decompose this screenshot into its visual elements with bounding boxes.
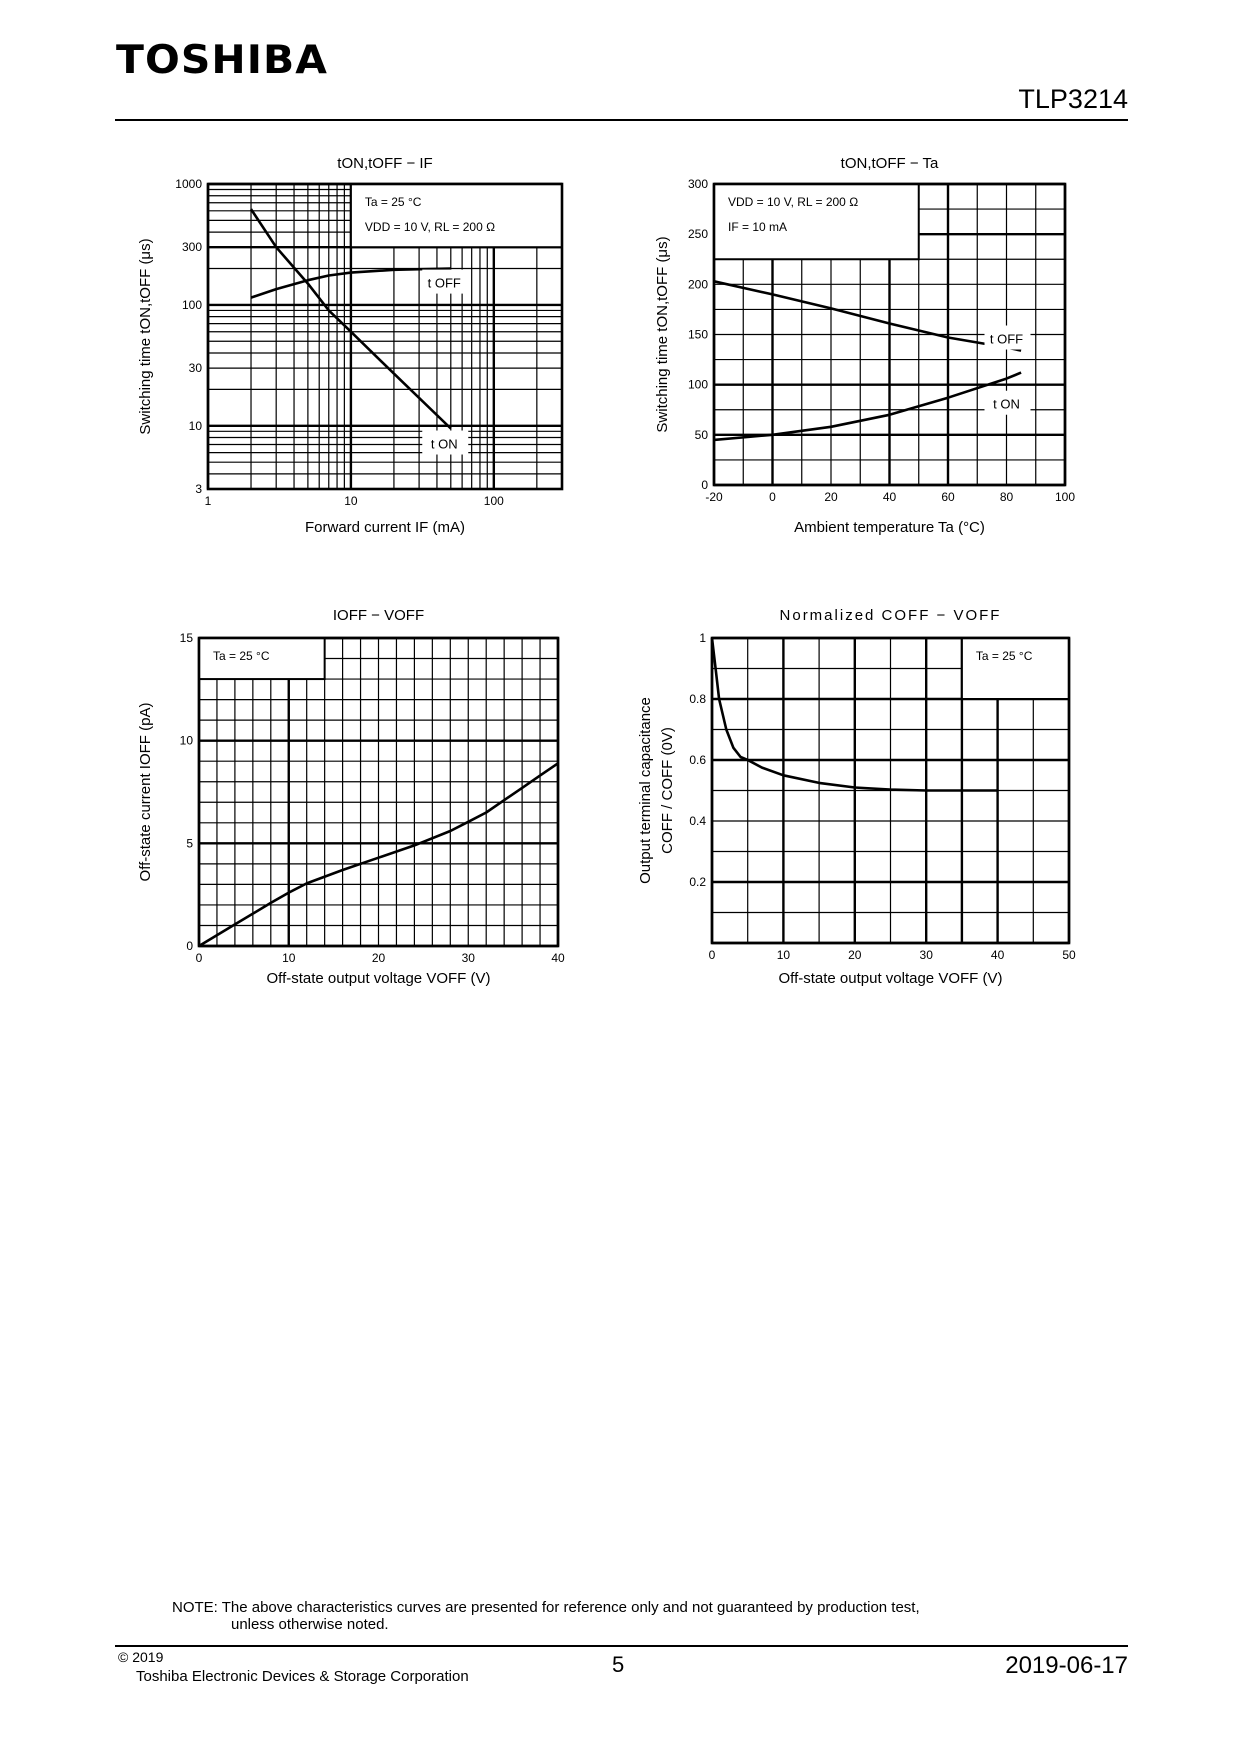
x-tick-label: 10 xyxy=(282,951,296,965)
x-tick-label: 30 xyxy=(920,948,934,962)
y-tick-label: 10 xyxy=(180,734,194,748)
series-line-t-off xyxy=(250,267,451,299)
x-axis-label: Forward current IF (mA) xyxy=(305,519,465,536)
conditions-box xyxy=(198,637,326,681)
plot-frame xyxy=(197,636,560,948)
condition-text: Ta = 25 °C xyxy=(976,649,1033,663)
curve-label: t OFF xyxy=(428,276,461,291)
y-tick-label: 5 xyxy=(186,836,193,850)
y-axis-label: Switching time tON,tOFF (μs) xyxy=(137,238,154,434)
series-line-t-off xyxy=(713,280,1022,352)
curve-label-bg xyxy=(984,390,1031,415)
series-line-coff-coff-0v- xyxy=(710,637,998,792)
x-tick-label: 40 xyxy=(883,490,897,504)
y-tick-label: 250 xyxy=(688,227,708,241)
x-tick-label: 10 xyxy=(344,494,358,508)
curve-label: t ON xyxy=(431,437,458,452)
y-tick-label: 150 xyxy=(688,328,708,342)
y-tick-label: 0.8 xyxy=(689,692,706,706)
conditions-box xyxy=(713,183,920,261)
y-tick-label: 100 xyxy=(182,298,202,312)
x-tick-label: 100 xyxy=(484,494,504,508)
condition-text: IF = 10 mA xyxy=(728,220,787,234)
part-number: TLP3214 xyxy=(1018,84,1128,114)
y-tick-label: 0.2 xyxy=(689,875,706,889)
x-tick-label: 30 xyxy=(462,951,476,965)
document-date: 2019-06-17 xyxy=(1005,1652,1128,1679)
series-line-t-on xyxy=(713,371,1022,442)
x-tick-label: 20 xyxy=(372,951,386,965)
y-tick-label: 200 xyxy=(688,277,708,291)
curve-label-bg xyxy=(984,325,1031,350)
copyright: © 2019 xyxy=(118,1649,164,1665)
note-line-1: NOTE: The above characteristics curves a… xyxy=(172,1599,920,1616)
y-tick-label: 1000 xyxy=(175,177,202,191)
y-tick-label: 300 xyxy=(688,177,708,191)
x-tick-label: 60 xyxy=(941,490,955,504)
x-tick-label: 10 xyxy=(777,948,791,962)
y-axis-label: Switching time tON,tOFF (μs) xyxy=(654,236,671,432)
x-axis-label: Ambient temperature Ta (°C) xyxy=(794,519,985,536)
y-tick-label: 0 xyxy=(701,478,708,492)
y-tick-label: 0 xyxy=(186,939,193,953)
chart-4: Ta = 25 °C 0 10 20 30 40 50 0.2 0.4 0.6 0.8 1 Normal… xyxy=(637,607,1076,987)
curve-label: t OFF xyxy=(990,332,1023,347)
y-tick-label: 300 xyxy=(182,240,202,254)
plot-frame xyxy=(712,182,1067,487)
curve-label-bg xyxy=(422,269,469,294)
condition-text: Ta = 25 °C xyxy=(365,195,422,209)
x-tick-label: 20 xyxy=(824,490,838,504)
x-tick-label: 0 xyxy=(196,951,203,965)
x-tick-label: 50 xyxy=(1062,948,1076,962)
series-line-t-on xyxy=(249,208,452,430)
curve-label: t ON xyxy=(993,397,1020,412)
company-name: Toshiba Electronic Devices & Storage Cor… xyxy=(136,1668,469,1685)
y-tick-label: 50 xyxy=(695,428,709,442)
page-number: 5 xyxy=(612,1652,625,1677)
y-axis-label: Off-state current IOFF (pA) xyxy=(137,703,154,882)
x-axis-label: Off-state output voltage VOFF (V) xyxy=(779,970,1003,987)
header-divider xyxy=(115,119,1128,121)
condition-text: VDD = 10 V, RL = 200 Ω xyxy=(365,220,495,234)
x-tick-label: 40 xyxy=(551,951,565,965)
curve-label-bg xyxy=(422,430,469,455)
chart-title: IOFF − VOFF xyxy=(333,607,424,624)
toshiba-logo: TOSHIBA xyxy=(116,38,329,83)
series-line-ioff xyxy=(198,762,559,948)
y-tick-label: 0.6 xyxy=(689,753,706,767)
condition-text: Ta = 25 °C xyxy=(213,649,270,663)
y-tick-label: 100 xyxy=(688,378,708,392)
note-line-2: unless otherwise noted. xyxy=(231,1616,389,1633)
x-tick-label: 20 xyxy=(848,948,862,962)
y-tick-label: 3 xyxy=(195,482,202,496)
plot-frame xyxy=(710,636,1071,945)
conditions-box xyxy=(349,183,563,249)
y-tick-label: 0.4 xyxy=(689,814,706,828)
chart-1: Ta = 25 °C VDD = 10 V, RL = 200 Ω t OFF t O… xyxy=(137,155,564,536)
y-tick-label: 30 xyxy=(189,361,203,375)
x-tick-label: 0 xyxy=(709,948,716,962)
y-tick-label: 10 xyxy=(189,419,203,433)
chart-title: Normalized COFF − VOFF xyxy=(780,607,1002,624)
x-tick-label: 1 xyxy=(205,494,212,508)
x-axis-label: Off-state output voltage VOFF (V) xyxy=(267,970,491,987)
y-tick-label: 1 xyxy=(699,631,706,645)
condition-text: VDD = 10 V, RL = 200 Ω xyxy=(728,195,858,209)
y-axis-label: COFF / COFF (0V) xyxy=(659,727,676,854)
conditions-box xyxy=(960,637,1071,700)
x-tick-label: 40 xyxy=(991,948,1005,962)
chart-3: Ta = 25 °C 0 10 20 30 40 0 5 10 15 IOFF − VOFF Off-… xyxy=(137,607,565,987)
chart-title: tON,tOFF − Ta xyxy=(841,155,939,172)
y-tick-label: 15 xyxy=(180,631,194,645)
x-tick-label: 0 xyxy=(769,490,776,504)
x-tick-label: -20 xyxy=(705,490,723,504)
footer-divider xyxy=(115,1645,1128,1647)
chart-2: VDD = 10 V, RL = 200 Ω IF = 10 mA t OFF t O… xyxy=(654,155,1075,536)
y-axis-label: Output terminal capacitance xyxy=(637,697,654,884)
x-tick-label: 80 xyxy=(1000,490,1014,504)
x-tick-label: 100 xyxy=(1055,490,1075,504)
plot-frame xyxy=(206,182,564,491)
chart-title: tON,tOFF − IF xyxy=(337,155,432,172)
